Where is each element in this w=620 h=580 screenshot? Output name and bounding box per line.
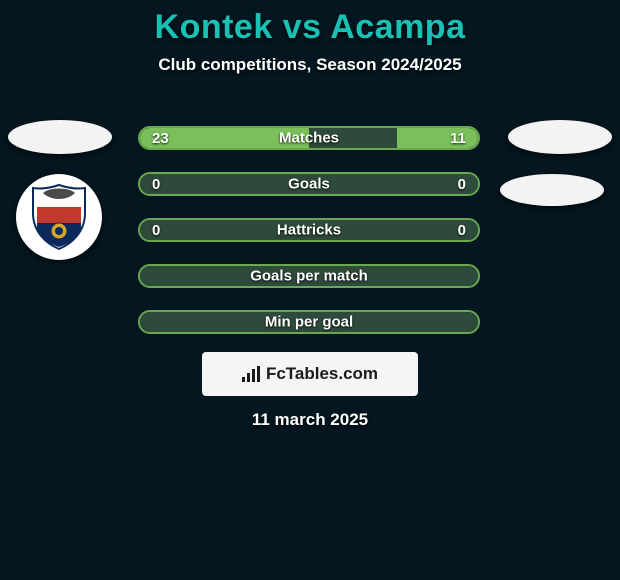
stat-value-right: 11 xyxy=(450,130,478,147)
stat-label: Matches xyxy=(279,130,339,147)
stat-label: Min per goal xyxy=(265,314,353,331)
stat-row: 0 Goals 0 xyxy=(138,172,480,196)
stats-table: 23 Matches 11 0 Goals 0 0 Hattricks 0 Goals per m… xyxy=(138,126,480,356)
stat-label: Goals xyxy=(288,176,330,193)
stat-value-right: 0 xyxy=(458,176,478,193)
snapshot-date: 11 march 2025 xyxy=(0,410,620,430)
stat-label: Goals per match xyxy=(250,268,368,285)
stat-value-left: 0 xyxy=(140,176,160,193)
stat-row: Goals per match xyxy=(138,264,480,288)
stat-value-right: 0 xyxy=(458,222,478,239)
team1-crest xyxy=(16,174,102,260)
stat-value-left: 23 xyxy=(140,130,169,147)
stat-row: 0 Hattricks 0 xyxy=(138,218,480,242)
comparison-subtitle: Club competitions, Season 2024/2025 xyxy=(0,55,620,75)
comparison-title: Kontek vs Acampa xyxy=(0,8,620,47)
chart-bars-icon xyxy=(242,366,260,382)
player2-badge-oval xyxy=(508,120,612,154)
stat-value-left: 0 xyxy=(140,222,160,239)
team1-crest-graphic xyxy=(29,183,89,251)
player2-badge-oval-2 xyxy=(500,174,604,206)
stat-row: 23 Matches 11 xyxy=(138,126,480,150)
main-content: Kontek vs Acampa Club competitions, Seas… xyxy=(0,0,620,580)
stat-row: Min per goal xyxy=(138,310,480,334)
site-label: FcTables.com xyxy=(266,364,378,384)
site-attribution[interactable]: FcTables.com xyxy=(202,352,418,396)
stat-label: Hattricks xyxy=(277,222,341,239)
player1-badge-oval xyxy=(8,120,112,154)
